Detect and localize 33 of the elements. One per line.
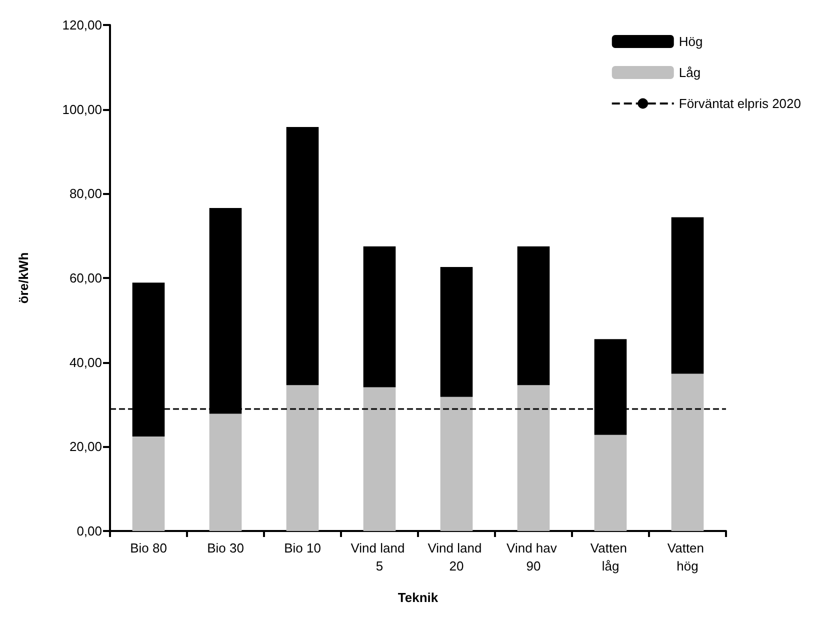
bar bbox=[594, 434, 627, 531]
y-tick-label: 60,00 bbox=[69, 270, 102, 286]
y-tick-label: 0,00 bbox=[76, 524, 102, 538]
bar bbox=[440, 267, 473, 397]
bar bbox=[671, 217, 704, 374]
y-tick-label: 100,00 bbox=[62, 102, 102, 117]
x-tick-label: Vind land 20 bbox=[428, 540, 486, 574]
x-axis-title: Teknik bbox=[398, 590, 439, 605]
bar bbox=[286, 385, 319, 531]
x-tick-label: Bio 10 bbox=[284, 540, 321, 556]
x-tick-label: Bio 80 bbox=[130, 540, 167, 556]
x-tick-label: Bio 30 bbox=[207, 540, 244, 556]
x-tick-label: Vatten låg bbox=[590, 540, 631, 574]
x-tick-label: Vind hav 90 bbox=[506, 540, 560, 574]
y-axis-title: öre/kWh bbox=[16, 252, 31, 304]
y-tick-label: 80,00 bbox=[69, 186, 102, 202]
x-tick-label: Vind land 5 bbox=[350, 540, 408, 574]
x-tick-label: Vatten hög bbox=[667, 540, 708, 574]
bar bbox=[363, 387, 396, 531]
bar bbox=[209, 414, 242, 531]
legend-label: Låg bbox=[678, 65, 701, 80]
bar bbox=[132, 436, 165, 531]
bar bbox=[517, 246, 550, 386]
y-tick-label: 120,00 bbox=[62, 18, 102, 32]
y-tick-label: 40,00 bbox=[69, 354, 102, 370]
bar bbox=[671, 374, 704, 531]
bar bbox=[440, 396, 473, 531]
bar bbox=[517, 385, 550, 531]
bar bbox=[286, 127, 319, 386]
y-tick-label: 20,00 bbox=[69, 439, 102, 454]
legend-label: Förväntat elpris 2020 bbox=[678, 96, 801, 111]
legend-label: Hög bbox=[678, 34, 703, 49]
bar bbox=[363, 246, 396, 388]
